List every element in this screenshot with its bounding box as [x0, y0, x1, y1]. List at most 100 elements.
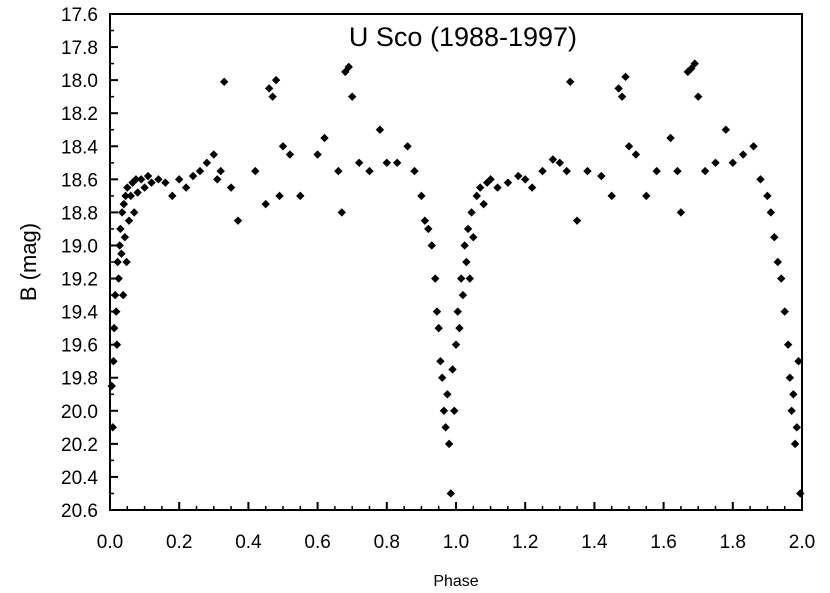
- data-point: [666, 133, 675, 143]
- data-point: [469, 233, 478, 242]
- data-point: [420, 216, 430, 225]
- data-point: [116, 224, 125, 234]
- data-point: [486, 175, 495, 184]
- data-point: [216, 166, 225, 176]
- data-point: [403, 142, 412, 151]
- data-point: [107, 381, 116, 391]
- data-point: [285, 150, 295, 159]
- data-point: [462, 257, 471, 267]
- data-point: [209, 150, 218, 159]
- data-point: [251, 166, 260, 176]
- data-point: [792, 423, 802, 432]
- x-tick-label: 0.8: [374, 532, 400, 553]
- x-axis-ticks: 0.0 0.2 0.4 0.6 0.8 1.0 1.2 1.4 1.6 1.8 2.0: [97, 502, 815, 553]
- data-point: [313, 150, 322, 159]
- data-point: [147, 178, 156, 187]
- data-point: [119, 199, 129, 209]
- y-tick-label: 20.0: [61, 402, 98, 423]
- data-point: [131, 175, 141, 184]
- chart-title: U Sco (1988-1997): [349, 22, 577, 52]
- data-point: [503, 178, 513, 187]
- y-tick-label: 17.6: [61, 5, 98, 26]
- data-point: [341, 67, 350, 77]
- data-point: [676, 208, 686, 217]
- y-tick-label: 18.8: [61, 203, 98, 224]
- data-point: [783, 340, 793, 349]
- data-point: [450, 406, 459, 415]
- data-point: [673, 166, 682, 176]
- data-point: [562, 166, 571, 176]
- y-tick-label: 17.8: [61, 38, 98, 59]
- y-tick-label: 18.0: [61, 71, 98, 92]
- data-point: [514, 171, 523, 181]
- data-point: [555, 158, 564, 167]
- data-point: [120, 233, 130, 242]
- data-point: [143, 171, 153, 181]
- data-point: [624, 142, 634, 151]
- data-point: [794, 357, 803, 366]
- x-tick-label: 0.0: [97, 532, 123, 553]
- data-point: [168, 191, 177, 201]
- data-point: [213, 175, 222, 184]
- data-point: [118, 290, 128, 300]
- y-tick-label: 20.4: [61, 468, 98, 489]
- data-point: [195, 166, 205, 176]
- data-point: [780, 307, 789, 316]
- data-point: [437, 373, 447, 382]
- plot-frame: [109, 13, 803, 511]
- data-point: [583, 166, 592, 176]
- data-point: [109, 323, 119, 333]
- data-point: [108, 423, 117, 432]
- data-point: [738, 150, 748, 159]
- data-point: [472, 191, 481, 201]
- data-point: [410, 166, 419, 176]
- data-point: [441, 423, 450, 432]
- data-point: [261, 199, 270, 209]
- data-point: [154, 175, 163, 184]
- data-point: [382, 158, 391, 167]
- data-point: [476, 183, 485, 192]
- data-point: [434, 323, 443, 333]
- y-tick-label: 19.8: [61, 369, 98, 390]
- data-point: [264, 84, 274, 93]
- data-point: [275, 191, 284, 201]
- data-point: [796, 489, 805, 498]
- data-point: [597, 171, 606, 181]
- data-point: [711, 158, 720, 167]
- data-point: [424, 224, 433, 234]
- data-point: [268, 92, 277, 101]
- data-point: [458, 290, 468, 300]
- data-point: [694, 92, 703, 101]
- data-point: [690, 59, 699, 68]
- data-point: [455, 323, 464, 333]
- data-point: [631, 150, 641, 159]
- y-tick-label: 20.2: [61, 435, 98, 456]
- y-tick-label: 19.6: [61, 336, 98, 357]
- y-axis-title: B (mag): [16, 223, 41, 301]
- data-point: [614, 84, 623, 93]
- data-point: [479, 199, 488, 209]
- data-point: [392, 158, 402, 167]
- data-point: [271, 75, 281, 85]
- data-point: [721, 125, 731, 134]
- data-point: [334, 166, 343, 176]
- data-point: [448, 365, 457, 374]
- data-point: [770, 233, 779, 242]
- data-point: [188, 171, 198, 181]
- data-point: [427, 241, 436, 250]
- data-point: [621, 72, 630, 82]
- data-point: [790, 439, 800, 449]
- data-point: [538, 166, 547, 176]
- y-tick-label: 19.0: [61, 236, 98, 257]
- x-tick-label: 0.4: [235, 532, 262, 553]
- data-point: [136, 175, 146, 184]
- data-point: [527, 183, 537, 192]
- x-tick-label: 1.2: [512, 532, 538, 553]
- data-point: [432, 307, 442, 316]
- x-tick-label: 2.0: [789, 532, 815, 553]
- data-point: [652, 166, 661, 176]
- data-point: [548, 155, 558, 164]
- data-point: [365, 166, 374, 176]
- data-point: [642, 191, 651, 201]
